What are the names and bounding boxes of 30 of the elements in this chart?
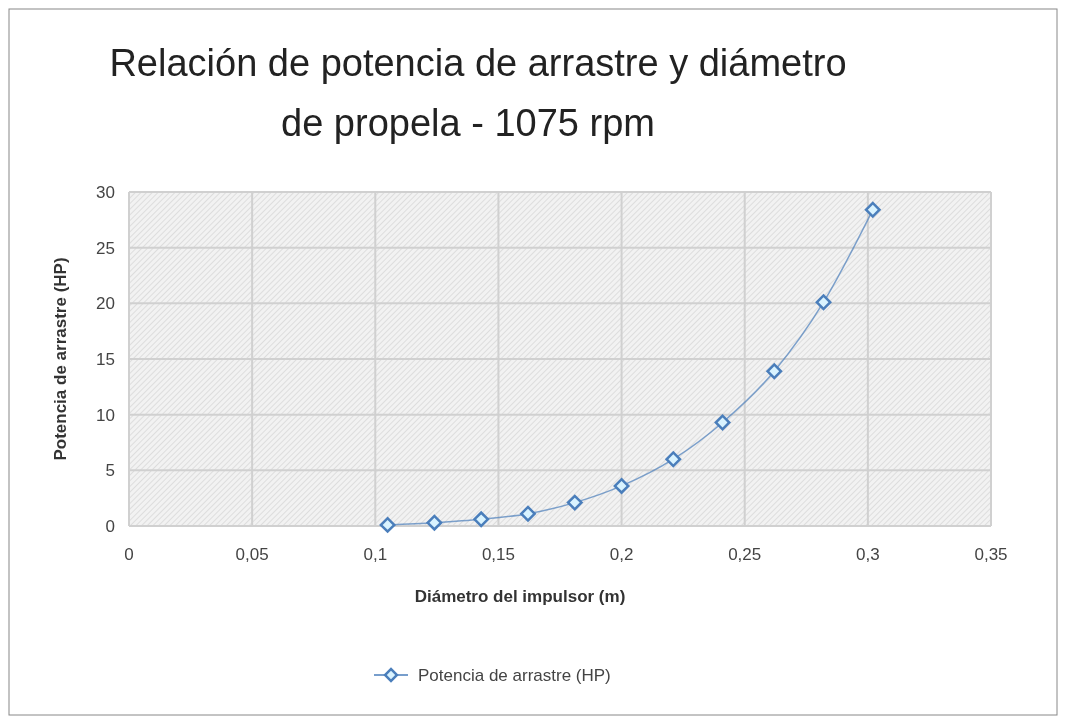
legend-label: Potencia de arrastre (HP) [418,666,611,685]
y-tick-label: 30 [96,183,115,202]
point [566,494,583,511]
point [815,294,832,311]
x-tick-label: 0,3 [856,545,880,564]
x-tick-label: 0,25 [728,545,762,564]
point [665,451,682,468]
point [864,201,881,218]
x-tick-label: 0,1 [363,545,388,564]
x-tick-label: 0 [124,545,134,564]
y-tick-label: 15 [96,350,115,369]
x-tick-label: 0,15 [481,545,515,564]
point [520,505,536,522]
point [426,514,443,531]
x-tick-label: 0,2 [609,545,634,564]
x-tick-label: 0,05 [235,545,269,564]
y-tick-label: 20 [96,294,115,314]
point [473,511,490,528]
y-axis-title: Potencia de arrastre (HP) [51,257,70,461]
point [613,477,630,494]
y-tick-label: 25 [96,238,115,258]
point [766,363,783,380]
x-tick-label: 0,35 [974,545,1008,564]
y-tick-label: 5 [105,461,115,481]
point [714,414,731,431]
x-axis-title: Diámetro del impulsor (m) [414,587,626,606]
y-tick-label: 0 [105,517,115,536]
point [379,516,396,533]
y-tick-label: 10 [96,405,115,425]
chart-title: Relación de potencia de arrastre y diámetro de propela - 1075 rpm [109,42,847,144]
